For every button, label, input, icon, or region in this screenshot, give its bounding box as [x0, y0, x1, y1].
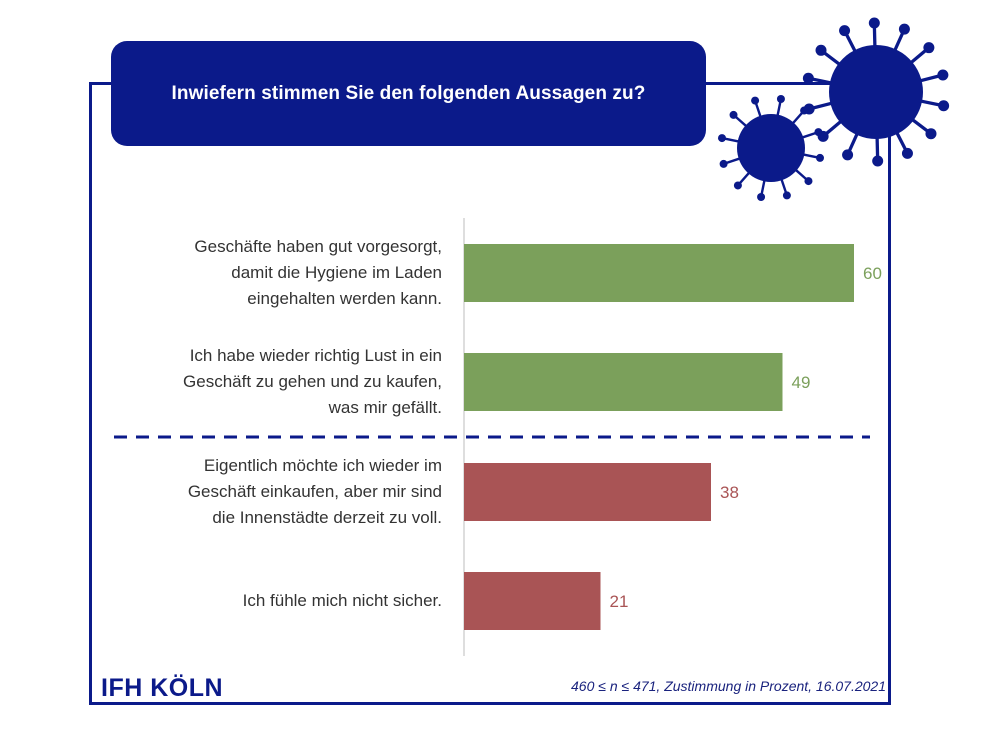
footnote: 460 ≤ n ≤ 471, Zustimmung in Prozent, 16…	[571, 678, 886, 694]
bar-3	[464, 463, 711, 521]
category-label-line: eingehalten werden kann.	[247, 289, 442, 308]
category-label-1: Geschäfte haben gut vorgesorgt, damit die…	[82, 234, 442, 312]
value-label-1: 60	[863, 264, 882, 283]
bar-1	[464, 244, 854, 302]
chart-title: Inwiefern stimmen Sie den folgenden Auss…	[171, 82, 646, 104]
category-label-line: Geschäft zu gehen und zu kaufen,	[183, 372, 442, 391]
category-label-line: was mir gefällt.	[328, 398, 442, 417]
category-label-line: Ich fühle mich nicht sicher.	[242, 591, 442, 610]
category-label-4: Ich fühle mich nicht sicher.	[82, 588, 442, 614]
category-label-line: Geschäft einkaufen, aber mir sind	[187, 482, 442, 501]
bar-4	[464, 572, 601, 630]
value-label-4: 21	[610, 592, 629, 611]
bar-2	[464, 353, 783, 411]
category-label-line: Geschäfte haben gut vorgesorgt,	[194, 237, 442, 256]
category-label-line: damit die Hygiene im Laden	[231, 263, 442, 282]
category-label-line: Ich habe wieder richtig Lust in ein	[189, 346, 442, 365]
category-label-line: die Innenstädte derzeit zu voll.	[212, 508, 442, 527]
virus-icon	[717, 94, 825, 202]
category-label-2: Ich habe wieder richtig Lust in ein Gesch…	[82, 343, 442, 421]
category-label-line: Eigentlich möchte ich wieder im	[203, 456, 442, 475]
virus-icon	[802, 17, 950, 167]
value-label-2: 49	[792, 373, 811, 392]
title-banner: Inwiefern stimmen Sie den folgenden Auss…	[111, 41, 706, 146]
ifh-logo: IFH KÖLN	[101, 674, 224, 702]
category-label-3: Eigentlich möchte ich wieder im Geschäft …	[82, 453, 442, 531]
value-label-3: 38	[720, 483, 739, 502]
